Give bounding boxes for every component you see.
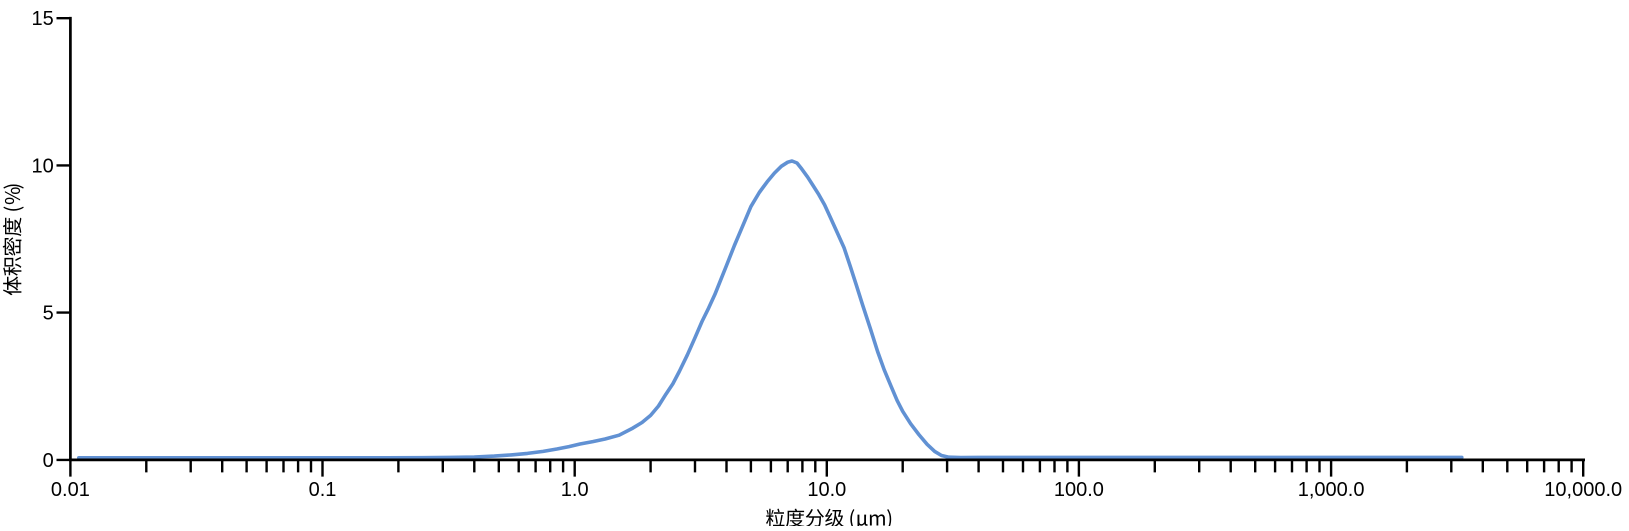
svg-text:0: 0 <box>43 450 54 472</box>
svg-text:10,000.0: 10,000.0 <box>1544 479 1622 501</box>
svg-text:0.1: 0.1 <box>309 479 337 501</box>
svg-text:15: 15 <box>32 8 54 30</box>
svg-text:1,000.0: 1,000.0 <box>1298 479 1365 501</box>
svg-text:10: 10 <box>32 155 54 177</box>
svg-text:0.01: 0.01 <box>51 479 90 501</box>
svg-text:5: 5 <box>43 303 54 325</box>
svg-text:10.0: 10.0 <box>807 479 846 501</box>
svg-text:1.0: 1.0 <box>561 479 589 501</box>
svg-text:100.0: 100.0 <box>1054 479 1104 501</box>
